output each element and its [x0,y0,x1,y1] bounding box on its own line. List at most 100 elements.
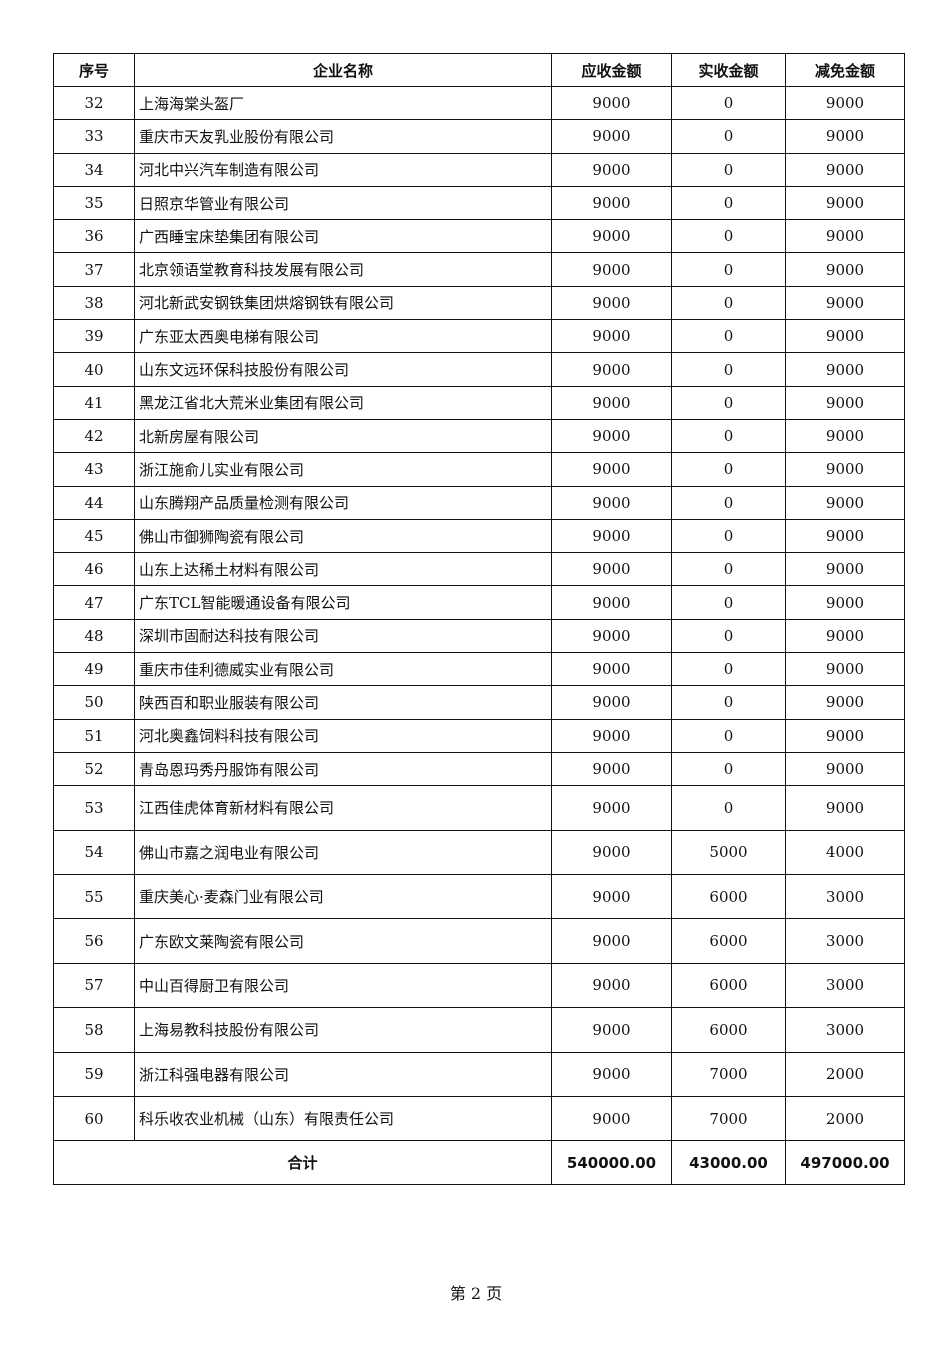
row-index: 47 [53,585,135,620]
table-header-row: 序号 企业名称 应收金额 实收金额 减免金额 [53,53,905,87]
table-row: 57 中山百得厨卫有限公司 9000 6000 3000 [53,962,905,1009]
receivable-amount: 9000 [551,252,672,287]
table-row: 44 山东腾翔产品质量检测有限公司 9000 0 9000 [53,485,905,520]
table-row: 40 山东文远环保科技股份有限公司 9000 0 9000 [53,352,905,387]
received-amount: 6000 [671,874,786,920]
received-amount: 7000 [671,1051,786,1097]
row-index: 36 [53,219,135,254]
company-name: 黑龙江省北大荒米业集团有限公司 [134,385,552,420]
receivable-amount: 9000 [551,618,672,654]
row-index: 46 [53,552,135,587]
total-waived: 497000.00 [785,1140,905,1186]
waived-amount: 9000 [785,219,905,254]
waived-amount: 9000 [785,485,905,520]
waived-amount: 9000 [785,718,905,753]
receivable-amount: 9000 [551,785,672,831]
row-index: 48 [53,618,135,654]
received-amount: 5000 [671,829,786,876]
header-receivable: 应收金额 [551,53,672,87]
table-row: 41 黑龙江省北大荒米业集团有限公司 9000 0 9000 [53,385,905,420]
row-index: 55 [53,874,135,920]
row-index: 45 [53,518,135,554]
received-amount: 0 [671,119,786,154]
waived-amount: 3000 [785,874,905,920]
receivable-amount: 9000 [551,829,672,876]
waived-amount: 9000 [785,152,905,187]
received-amount: 0 [671,285,786,321]
row-index: 35 [53,185,135,221]
table-row: 53 江西佳虎体育新材料有限公司 9000 0 9000 [53,785,905,831]
company-name: 陕西百和职业服装有限公司 [134,685,552,720]
receivable-amount: 9000 [551,185,672,221]
received-amount: 0 [671,618,786,654]
receivable-amount: 9000 [551,585,672,620]
received-amount: 0 [671,552,786,587]
received-amount: 0 [671,219,786,254]
table-row: 36 广西睡宝床垫集团有限公司 9000 0 9000 [53,219,905,254]
company-name: 北新房屋有限公司 [134,418,552,454]
waived-amount: 9000 [785,185,905,221]
row-index: 56 [53,918,135,964]
waived-amount: 9000 [785,85,905,121]
waived-amount: 9000 [785,552,905,587]
header-company: 企业名称 [134,53,552,87]
table-row: 59 浙江科强电器有限公司 9000 7000 2000 [53,1051,905,1097]
table-row: 60 科乐收农业机械（山东）有限责任公司 9000 7000 2000 [53,1095,905,1142]
receivable-amount: 9000 [551,452,672,487]
waived-amount: 9000 [785,585,905,620]
company-name: 重庆美心·麦森门业有限公司 [134,874,552,920]
receivable-amount: 9000 [551,1095,672,1142]
table-row: 32 上海海棠头盔厂 9000 0 9000 [53,85,905,121]
received-amount: 0 [671,518,786,554]
table-row: 43 浙江施俞儿实业有限公司 9000 0 9000 [53,452,905,487]
total-row: 合计 540000.00 43000.00 497000.00 [53,1140,905,1186]
receivable-amount: 9000 [551,385,672,420]
company-name: 重庆市天友乳业股份有限公司 [134,119,552,154]
company-name: 深圳市固耐达科技有限公司 [134,618,552,654]
row-index: 39 [53,319,135,354]
total-receivable: 540000.00 [551,1140,672,1186]
row-index: 58 [53,1007,135,1053]
row-index: 57 [53,962,135,1009]
waived-amount: 9000 [785,285,905,321]
table-row: 46 山东上达稀土材料有限公司 9000 0 9000 [53,552,905,587]
row-index: 49 [53,652,135,687]
received-amount: 0 [671,385,786,420]
table-row: 58 上海易教科技股份有限公司 9000 6000 3000 [53,1007,905,1053]
company-name: 山东腾翔产品质量检测有限公司 [134,485,552,520]
row-index: 42 [53,418,135,454]
table-row: 52 青岛恩玛秀丹服饰有限公司 9000 0 9000 [53,751,905,787]
company-name: 广东亚太西奥电梯有限公司 [134,319,552,354]
company-name: 佛山市嘉之润电业有限公司 [134,829,552,876]
receivable-amount: 9000 [551,1007,672,1053]
table-row: 35 日照京华管业有限公司 9000 0 9000 [53,185,905,221]
received-amount: 0 [671,718,786,753]
company-name: 广西睡宝床垫集团有限公司 [134,219,552,254]
receivable-amount: 9000 [551,152,672,187]
received-amount: 0 [671,751,786,787]
table-row: 56 广东欧文莱陶瓷有限公司 9000 6000 3000 [53,918,905,964]
receivable-amount: 9000 [551,1051,672,1097]
waived-amount: 3000 [785,1007,905,1053]
waived-amount: 9000 [785,751,905,787]
company-name: 佛山市御狮陶瓷有限公司 [134,518,552,554]
waived-amount: 2000 [785,1095,905,1142]
row-index: 60 [53,1095,135,1142]
waived-amount: 9000 [785,352,905,387]
header-index: 序号 [53,53,135,87]
received-amount: 6000 [671,918,786,964]
company-name: 上海海棠头盔厂 [134,85,552,121]
company-name: 重庆市佳利德威实业有限公司 [134,652,552,687]
row-index: 32 [53,85,135,121]
receivable-amount: 9000 [551,119,672,154]
company-name: 中山百得厨卫有限公司 [134,962,552,1009]
receivable-amount: 9000 [551,751,672,787]
row-index: 50 [53,685,135,720]
row-index: 52 [53,751,135,787]
table-row: 50 陕西百和职业服装有限公司 9000 0 9000 [53,685,905,720]
company-name: 日照京华管业有限公司 [134,185,552,221]
company-name: 浙江科强电器有限公司 [134,1051,552,1097]
company-name: 河北奥鑫饲料科技有限公司 [134,718,552,753]
company-name: 河北中兴汽车制造有限公司 [134,152,552,187]
waived-amount: 9000 [785,785,905,831]
